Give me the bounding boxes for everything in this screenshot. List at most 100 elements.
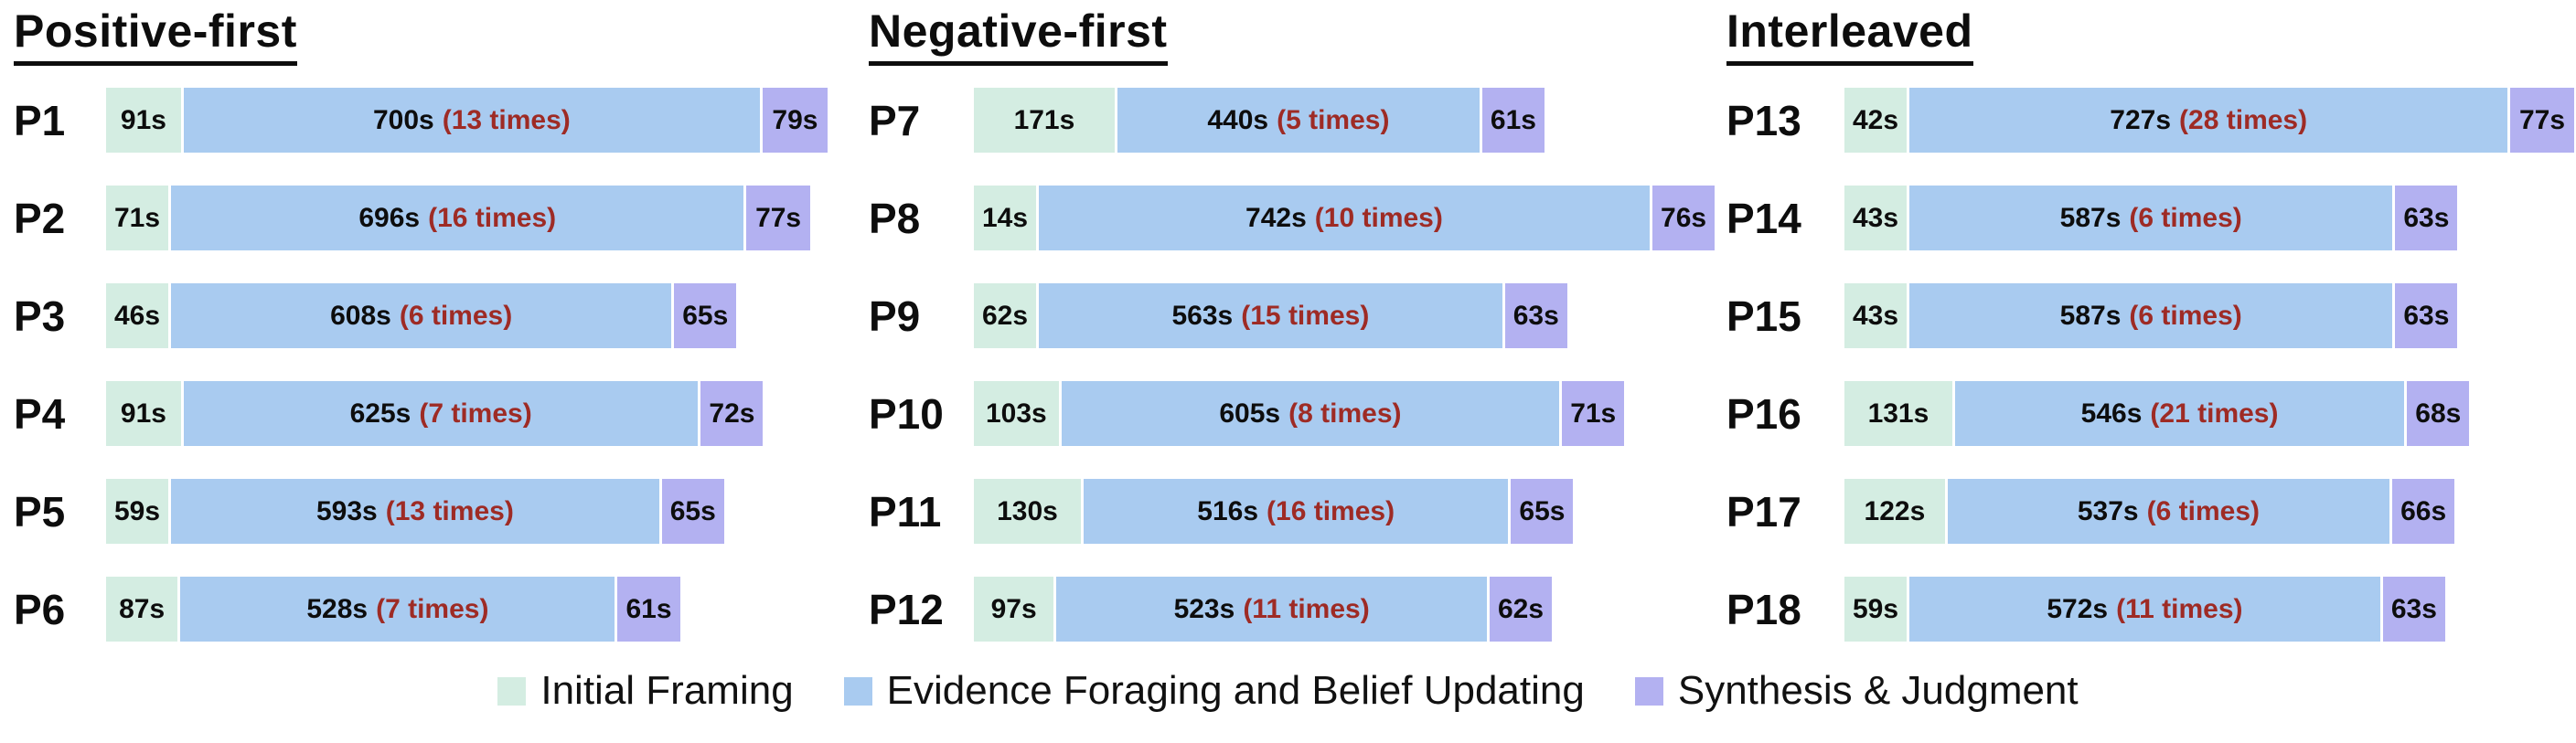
initial-framing-segment: 43s	[1844, 186, 1908, 250]
stacked-bar: 87s 528s (7 times) 61s	[106, 577, 680, 642]
evidence-foraging-segment: 593s (13 times)	[171, 479, 659, 544]
legend: Initial Framing Evidence Foraging and Be…	[0, 663, 2576, 718]
synthesis-judgment-segment: 77s	[746, 186, 810, 250]
stacked-bar: 46s 608s (6 times) 65s	[106, 283, 737, 348]
synthesis-duration: 65s	[1519, 495, 1566, 526]
participant-row: P3 46s 608s (6 times) 65s	[14, 283, 828, 348]
evidence-revisit-count: (5 times)	[1277, 104, 1390, 135]
initial-framing-duration: 42s	[1853, 104, 1899, 135]
stacked-bar: 91s 625s (7 times) 72s	[106, 381, 764, 446]
synthesis-judgment-segment: 61s	[617, 577, 680, 642]
evidence-foraging-segment: 440s (5 times)	[1117, 88, 1480, 153]
evidence-revisit-count: (7 times)	[419, 398, 532, 429]
stacked-bar: 59s 593s (13 times) 65s	[106, 479, 724, 544]
evidence-foraging-swatch-icon	[843, 676, 872, 706]
initial-framing-segment: 87s	[106, 577, 178, 642]
synthesis-duration: 63s	[2403, 300, 2450, 331]
participant-row: P5 59s 593s (13 times) 65s	[14, 479, 828, 544]
evidence-duration: 593s	[316, 495, 378, 526]
legend-item-initial-framing: Initial Framing	[497, 668, 794, 714]
participant-label: P15	[1726, 292, 1801, 340]
evidence-duration: 587s	[2059, 202, 2122, 233]
participant-row: P7 171s 440s (5 times) 61s	[869, 88, 1715, 153]
evidence-duration: 440s	[1207, 104, 1269, 135]
participant-label: P4	[14, 389, 66, 438]
evidence-revisit-count: (15 times)	[1241, 300, 1370, 331]
group-negative-first: Negative-first P7 171s 440s (5 times) 61s…	[869, 5, 1716, 674]
participant-label: P17	[1726, 487, 1801, 536]
synthesis-duration: 62s	[1497, 593, 1545, 624]
initial-framing-duration: 43s	[1853, 300, 1899, 331]
stacked-bar: 59s 572s (11 times) 63s	[1844, 577, 2445, 642]
initial-framing-segment: 42s	[1844, 88, 1908, 153]
synthesis-judgment-segment: 62s	[1489, 577, 1553, 642]
initial-framing-swatch-icon	[497, 676, 527, 706]
synthesis-judgment-segment: 63s	[1504, 283, 1567, 348]
stacked-bar: 71s 696s (16 times) 77s	[106, 186, 810, 250]
stacked-bar: 130s 516s (16 times) 65s	[974, 479, 1574, 544]
initial-framing-segment: 59s	[1844, 577, 1908, 642]
participant-label: P7	[869, 96, 921, 144]
evidence-foraging-segment: 605s (8 times)	[1061, 381, 1560, 446]
participant-label: P3	[14, 292, 66, 340]
evidence-duration: 528s	[306, 593, 369, 624]
legend-label-evidence-foraging: Evidence Foraging and Belief Updating	[886, 668, 1585, 713]
participant-label: P11	[869, 487, 942, 536]
stacked-bar: 97s 523s (11 times) 62s	[974, 577, 1553, 642]
evidence-revisit-count: (6 times)	[2146, 495, 2260, 526]
synthesis-duration: 63s	[1512, 300, 1559, 331]
stacked-bar: 62s 563s (15 times) 63s	[974, 283, 1567, 348]
legend-label-initial-framing: Initial Framing	[540, 668, 794, 713]
initial-framing-segment: 130s	[974, 479, 1081, 544]
synthesis-duration: 61s	[1490, 104, 1536, 135]
synthesis-judgment-segment: 65s	[1511, 479, 1574, 544]
initial-framing-segment: 103s	[974, 381, 1059, 446]
synthesis-judgment-segment: 72s	[700, 381, 764, 446]
synthesis-judgment-segment: 63s	[2382, 577, 2445, 642]
participant-row: P4 91s 625s (7 times) 72s	[14, 381, 828, 446]
synthesis-duration: 77s	[755, 202, 802, 233]
evidence-foraging-segment: 742s (10 times)	[1039, 186, 1650, 250]
legend-label-synthesis-judgment: Synthesis & Judgment	[1677, 668, 2079, 713]
stacked-bar: 171s 440s (5 times) 61s	[974, 88, 1545, 153]
evidence-foraging-segment: 625s (7 times)	[183, 381, 699, 446]
evidence-duration: 696s	[358, 202, 421, 233]
participant-row: P17 122s 537s (6 times) 66s	[1726, 479, 2574, 544]
synthesis-judgment-segment: 68s	[2407, 381, 2470, 446]
initial-framing-duration: 130s	[997, 495, 1058, 526]
evidence-duration: 625s	[349, 398, 412, 429]
initial-framing-duration: 97s	[990, 593, 1037, 624]
evidence-duration: 516s	[1197, 495, 1259, 526]
evidence-duration: 608s	[330, 300, 391, 331]
initial-framing-duration: 46s	[114, 300, 161, 331]
participant-label: P9	[869, 292, 921, 340]
participant-row: P1 91s 700s (13 times) 79s	[14, 88, 828, 153]
initial-framing-duration: 103s	[985, 398, 1047, 429]
stacked-bar: 122s 537s (6 times) 66s	[1844, 479, 2455, 544]
initial-framing-duration: 171s	[1013, 104, 1075, 135]
participant-row: P18 59s 572s (11 times) 63s	[1726, 577, 2574, 642]
evidence-revisit-count: (16 times)	[1267, 495, 1395, 526]
initial-framing-segment: 171s	[974, 88, 1115, 153]
evidence-duration: 546s	[2080, 398, 2143, 429]
synthesis-duration: 65s	[669, 495, 716, 526]
initial-framing-segment: 71s	[106, 186, 169, 250]
participant-row: P2 71s 696s (16 times) 77s	[14, 186, 828, 250]
evidence-duration: 537s	[2077, 495, 2139, 526]
synthesis-judgment-segment: 77s	[2510, 88, 2574, 153]
evidence-foraging-segment: 727s (28 times)	[1909, 88, 2508, 153]
stacked-bar: 42s 727s (28 times) 77s	[1844, 88, 2574, 153]
initial-framing-duration: 59s	[1853, 593, 1899, 624]
participant-label: P16	[1726, 389, 1801, 438]
evidence-revisit-count: (28 times)	[2179, 104, 2308, 135]
evidence-foraging-segment: 700s (13 times)	[183, 88, 760, 153]
synthesis-duration: 68s	[2415, 398, 2462, 429]
evidence-revisit-count: (16 times)	[428, 202, 557, 233]
initial-framing-duration: 91s	[120, 104, 166, 135]
synthesis-judgment-segment: 79s	[762, 88, 828, 153]
legend-item-synthesis-judgment: Synthesis & Judgment	[1634, 668, 2079, 714]
initial-framing-segment: 14s	[974, 186, 1037, 250]
participant-row: P6 87s 528s (7 times) 61s	[14, 577, 828, 642]
initial-framing-segment: 91s	[106, 381, 181, 446]
